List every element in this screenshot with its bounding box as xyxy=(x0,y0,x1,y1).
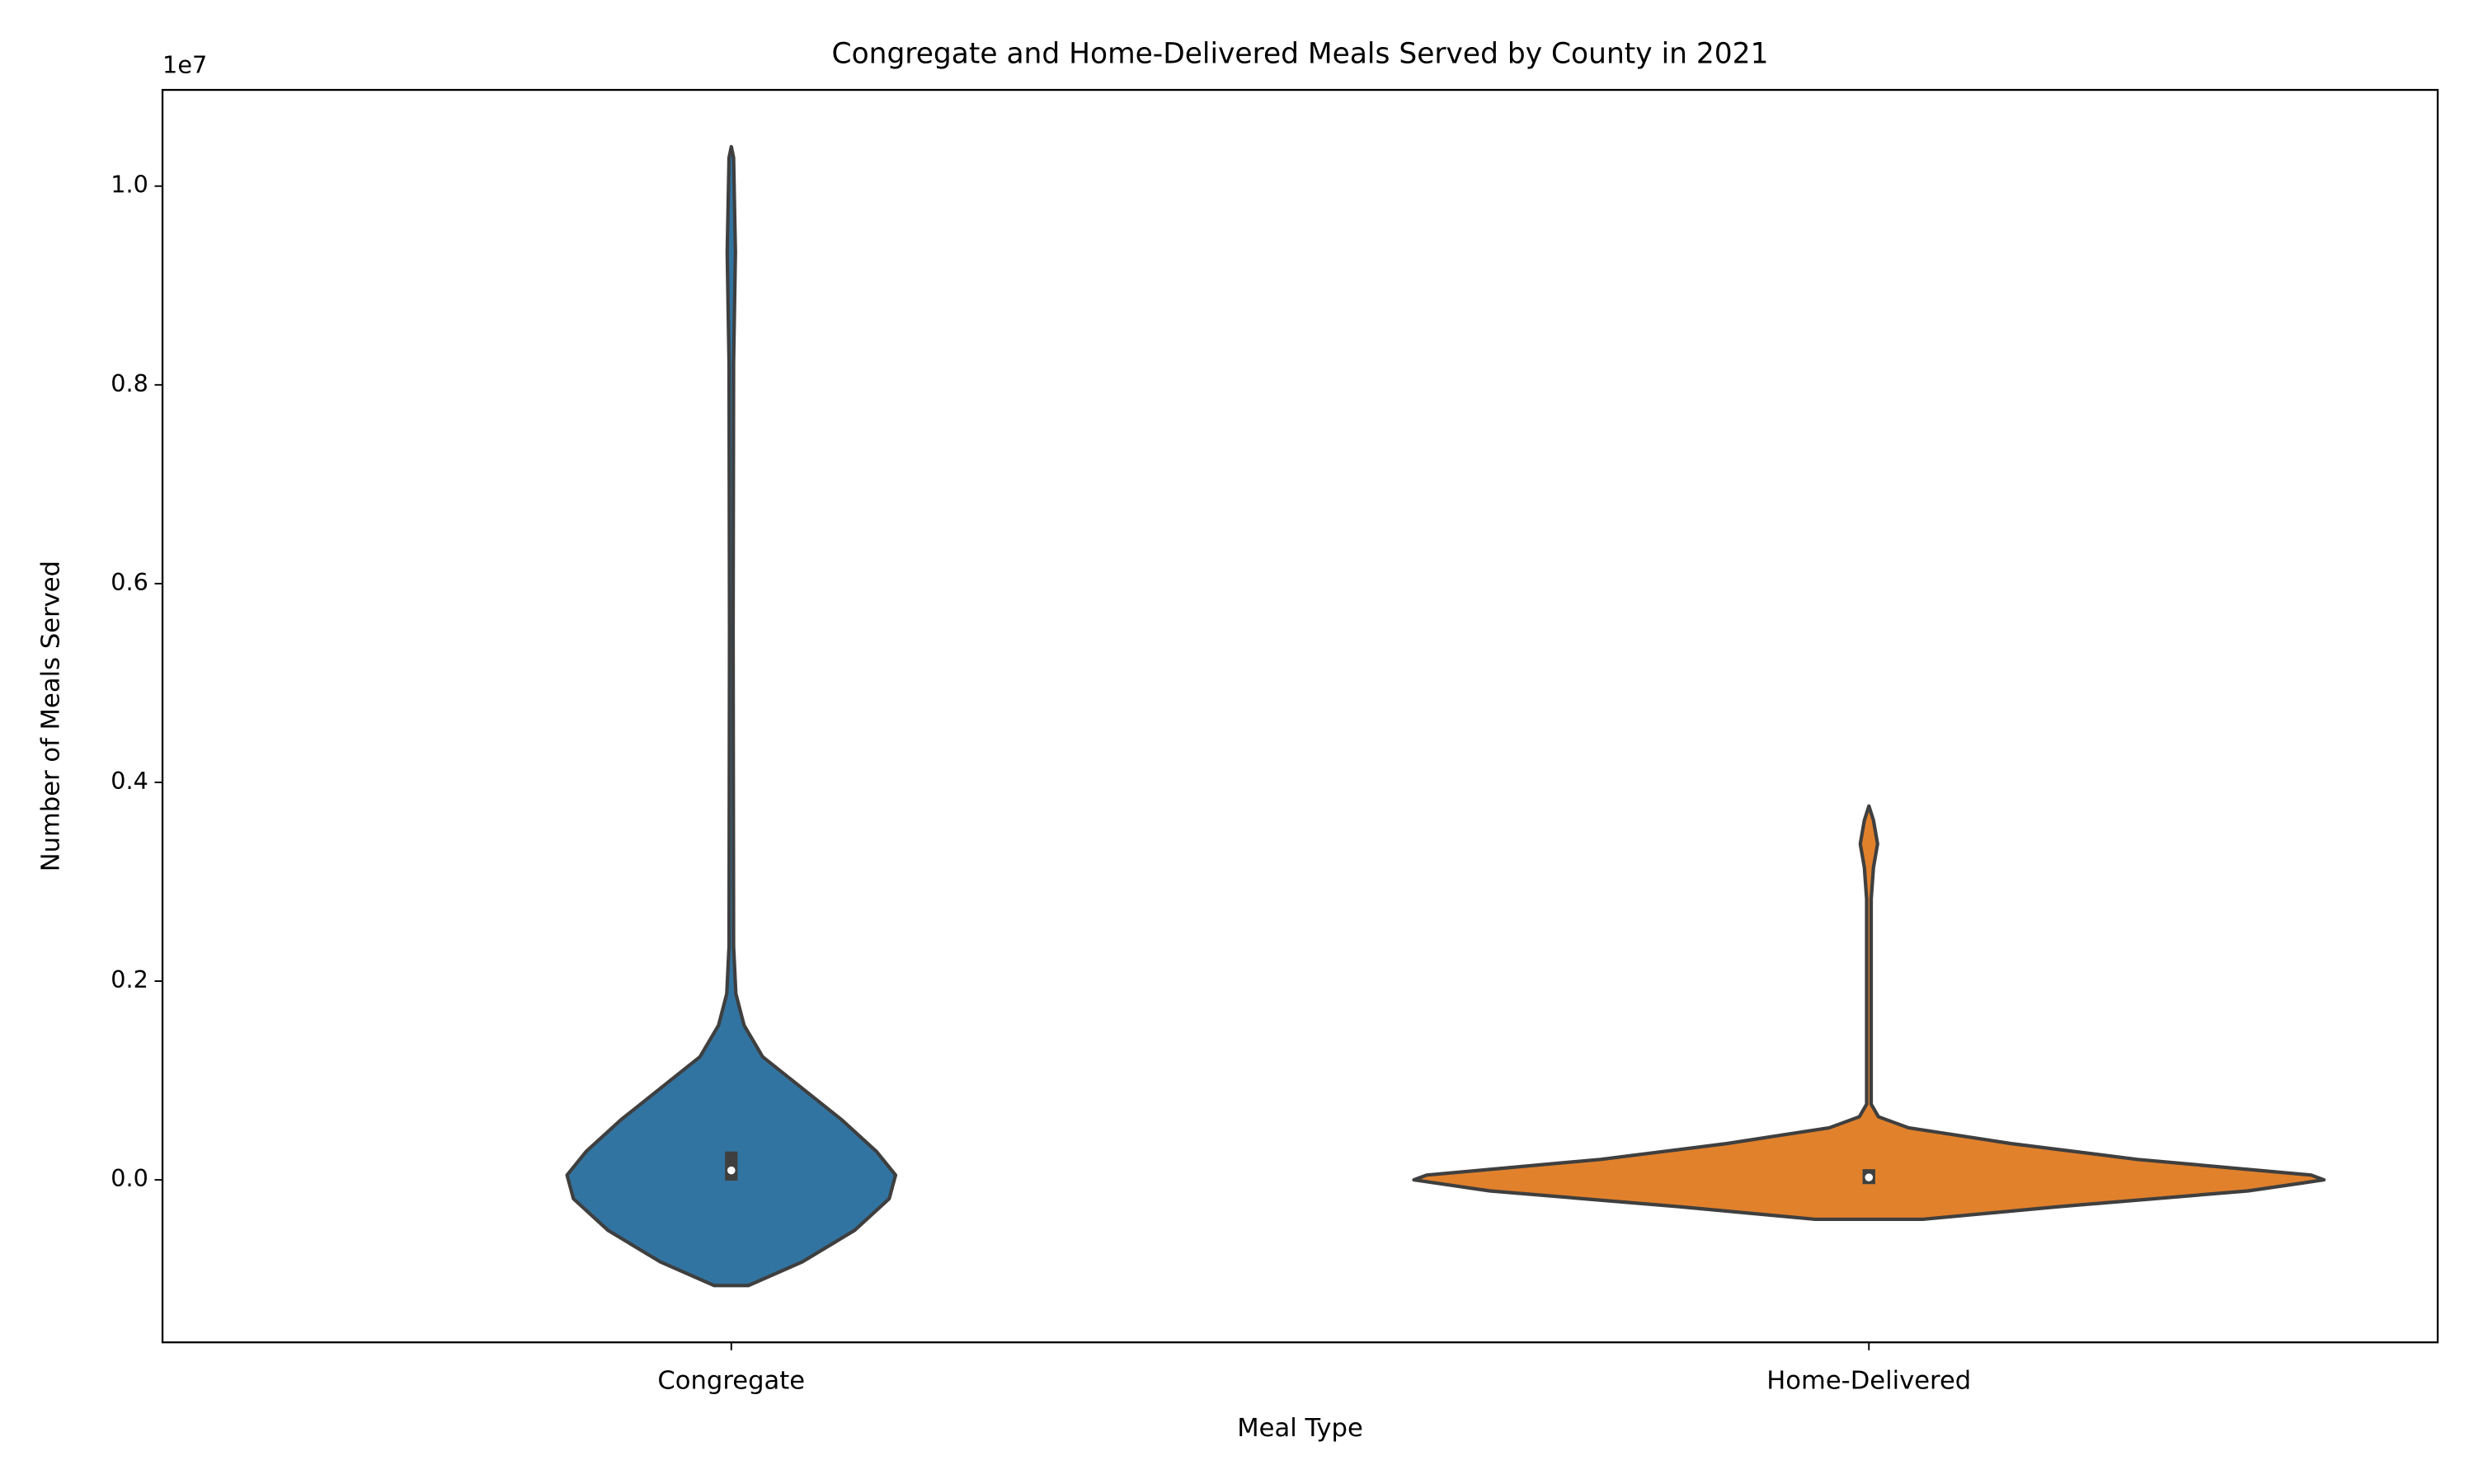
median xyxy=(1865,1173,1874,1181)
box xyxy=(725,1151,738,1181)
violin xyxy=(1412,804,2326,1222)
y-offset-label: 1e7 xyxy=(162,50,207,78)
y-tick-label: 0.0 xyxy=(111,1164,148,1192)
x-tick-label: Congregate xyxy=(657,1367,805,1396)
y-axis-label: Number of Meals Served xyxy=(37,561,66,871)
x-tick-label: Home-Delivered xyxy=(1766,1367,1971,1396)
median xyxy=(727,1166,736,1175)
y-tick-label: 0.4 xyxy=(111,767,148,795)
y-tick-label: 0.6 xyxy=(111,568,148,596)
y-tick-label: 1.0 xyxy=(111,171,148,199)
y-tick-label: 0.2 xyxy=(111,965,148,993)
chart-title: Congregate and Home-Delivered Meals Serv… xyxy=(832,37,1769,70)
plot-frame xyxy=(161,88,2439,1344)
x-axis-label: Meal Type xyxy=(1237,1414,1363,1443)
y-tick-label: 0.8 xyxy=(111,369,148,397)
violin xyxy=(565,144,898,1288)
